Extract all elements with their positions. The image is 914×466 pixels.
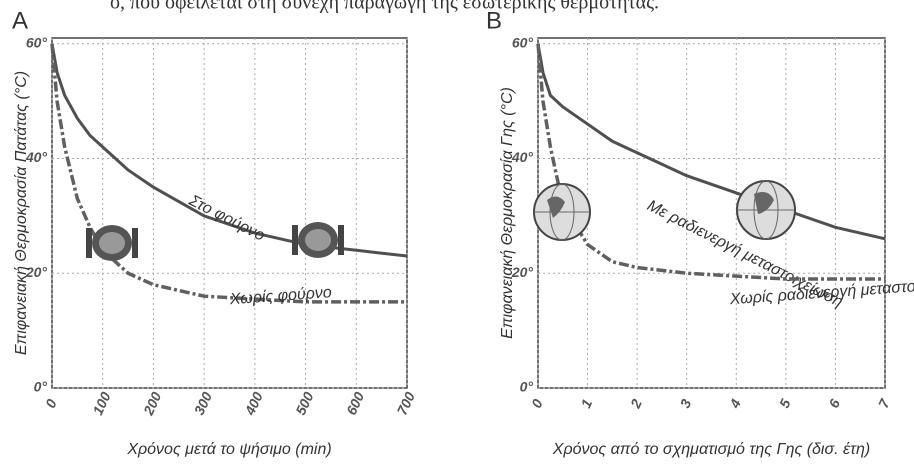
caption: ο, που οφείλεται στη συνεχή παραγωγή της… [110,0,659,14]
y-tick-label: 40° [25,149,48,165]
x-tick-label: 0 [42,396,60,410]
plate-icon [86,225,138,261]
x-tick-label: 3 [677,396,695,410]
y-axis-label: Επιφανειακή Θερμοκρασία Πατάτας (°C) [13,71,30,355]
y-tick-label: 20° [511,264,534,280]
y-tick-label: 0° [520,379,534,395]
plate-icon [292,222,344,258]
globe-icon [533,183,591,241]
series-label: Χωρίς φούρνο [228,284,332,308]
y-tick-label: 60° [512,34,534,50]
y-tick-label: 60° [26,34,48,50]
x-tick-label: 7 [875,395,893,410]
x-tick-label: 600 [343,389,367,417]
x-tick-label: 5 [776,396,794,410]
line-series [536,43,885,281]
y-tick-label: 0° [34,379,48,395]
y-tick-label: 20° [25,264,48,280]
y-axis-label: Επιφανειακή Θερμοκρασία Γης (°C) [499,87,516,339]
x-tick-label: 100 [89,389,113,417]
x-tick-label: 2 [627,396,645,411]
x-tick-label: 1 [577,396,595,410]
panel-label: A [12,7,28,34]
x-tick-label: 4 [726,396,744,411]
x-tick-label: 500 [292,389,316,417]
x-axis-label: Χρόνος από το σχηματισμό της Γης (δισ. έ… [552,441,870,458]
globe-icon [736,180,796,240]
y-tick-label: 40° [511,149,534,165]
x-tick-label: 300 [191,389,215,417]
panel-label: B [486,7,502,34]
x-tick-label: 200 [140,389,165,418]
x-tick-label: 6 [825,396,843,410]
x-tick-label: 400 [241,389,266,418]
x-tick-label: 700 [394,389,418,417]
x-axis-label: Χρόνος μετά το ψήσιμο (min) [126,441,331,458]
line-series [50,43,407,304]
x-tick-label: 0 [528,396,546,410]
